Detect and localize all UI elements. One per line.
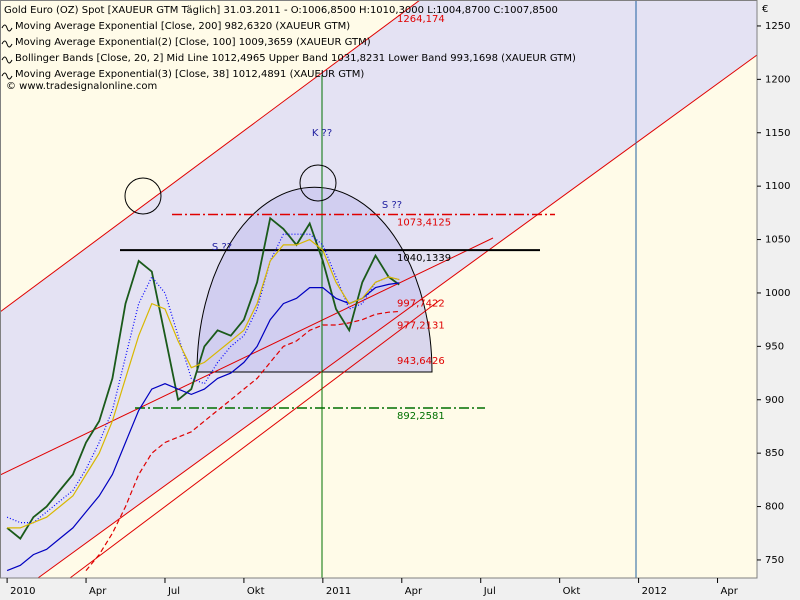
x-tick-label: Apr (405, 586, 423, 597)
x-tick-label: 2010 (10, 586, 35, 597)
series-line (6, 233, 400, 524)
x-tick-label: Apr (89, 586, 107, 597)
legend-icon (1, 40, 13, 48)
channel-line (0, 0, 421, 313)
y-tick-label: 800 (765, 502, 784, 513)
legend-entry: Gold Euro (OZ) Spot [XAUEUR GTM Täglich]… (4, 5, 558, 16)
level-label: 1073,4125 (397, 218, 451, 229)
level-label: 977,2131 (397, 320, 445, 331)
annotation: S ?? (382, 200, 402, 211)
y-tick-label: 1100 (765, 181, 790, 192)
legend-icon (1, 72, 13, 80)
x-tick-label: 2011 (326, 586, 351, 597)
y-tick-label: 1000 (765, 288, 790, 299)
y-axis-panel (757, 0, 800, 600)
legend-entry: Moving Average Exponential(2) [Close, 10… (15, 37, 371, 48)
series-line (85, 310, 400, 571)
x-tick-label: Okt (563, 586, 581, 597)
level-label: 943,6426 (397, 356, 445, 367)
y-tick-label: 1050 (765, 235, 790, 246)
y-axis-label: € (762, 4, 768, 15)
legend-entry: Bollinger Bands [Close, 20, 2] Mid Line … (15, 53, 576, 64)
y-tick-label: 900 (765, 395, 784, 406)
highlight-circle (124, 177, 162, 215)
x-tick-label: Apr (721, 586, 739, 597)
y-tick-label: 750 (765, 555, 784, 566)
x-tick-label: 2012 (642, 586, 667, 597)
x-axis-panel (0, 578, 800, 600)
legend-entry: Moving Average Exponential(3) [Close, 38… (15, 69, 364, 80)
series-line (6, 216, 400, 540)
level-label: 892,2581 (397, 411, 445, 422)
series-line (7, 238, 400, 529)
highlight-circle (299, 164, 337, 202)
y-tick-label: 950 (765, 341, 784, 352)
y-tick-label: 1250 (765, 21, 790, 32)
channel-line (69, 299, 441, 579)
level-label: 997,7422 (397, 298, 445, 309)
level-label: 1264,174 (397, 14, 445, 25)
legend-entry: Moving Average Exponential [Close, 200] … (15, 21, 350, 32)
level-label: 1040,1339 (397, 253, 451, 264)
legend-icon (1, 56, 13, 64)
annotation: K ?? (312, 128, 332, 139)
y-tick-label: 1200 (765, 74, 790, 85)
channel-line (37, 54, 758, 579)
annotation: S ?? (212, 242, 232, 253)
series-line (6, 282, 400, 572)
arc-shape (196, 186, 433, 373)
x-tick-label: Jul (167, 586, 180, 597)
x-tick-label: Jul (483, 586, 496, 597)
channel-line (0, 237, 494, 476)
plot-border (0, 0, 758, 579)
y-tick-label: 850 (765, 448, 784, 459)
x-tick-label: Okt (247, 586, 265, 597)
legend-icon (1, 24, 13, 32)
source: © www.tradesignalonline.com (6, 81, 157, 92)
y-tick-label: 1150 (765, 128, 790, 139)
